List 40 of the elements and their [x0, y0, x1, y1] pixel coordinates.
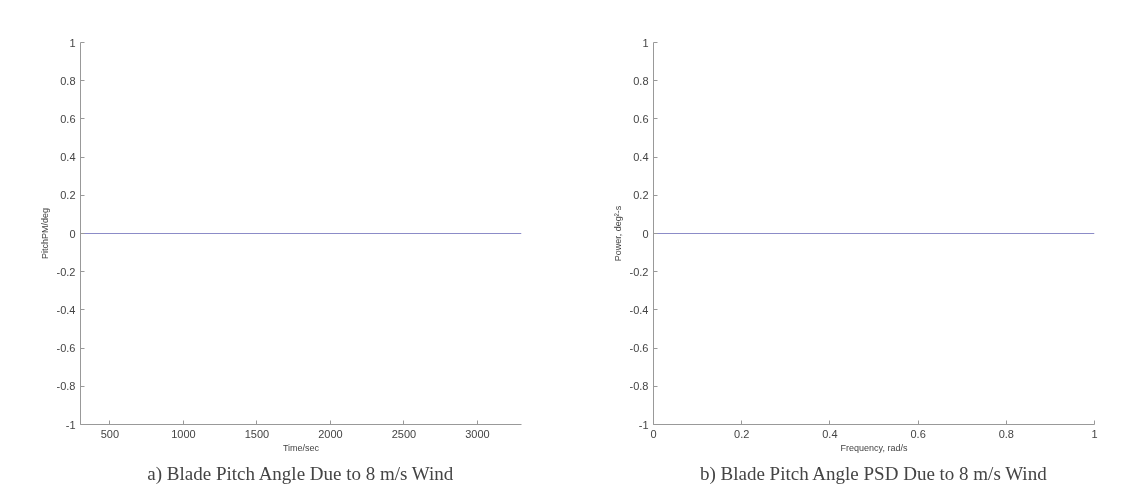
x-tick-label: 1 [1091, 427, 1098, 440]
text: b) Blade Pitch Angle PSD Due to 8 m/s Wind [699, 462, 1048, 485]
y-tick-label: -1 [65, 418, 76, 431]
x-tick-label: 500 [100, 427, 120, 440]
x-axis-title: Time/sec [282, 442, 320, 453]
x-axis-title: Frequency, rad/s [840, 442, 908, 453]
y-axis-title: PitchPM/deg [39, 207, 50, 260]
y-tick-label: -0.4 [629, 303, 649, 316]
y-tick-label: -0.2 [56, 265, 76, 278]
y-tick-label: 0.2 [633, 189, 649, 202]
y-tick-label: -0.6 [56, 342, 76, 355]
x-tick-label: 0.6 [910, 427, 926, 440]
x-tick-label: 0.8 [998, 427, 1014, 440]
y-tick-label: 0.8 [633, 74, 649, 87]
y-tick-label: 1 [642, 36, 649, 49]
x-tick-label: 0 [650, 427, 657, 440]
x-tick-label: 3000 [465, 427, 490, 440]
text: a) Blade Pitch Angle Due to 8 m/s Wind [147, 462, 454, 485]
y-tick-label: 0.2 [60, 189, 76, 202]
y-tick-label: 0.4 [633, 151, 649, 164]
y-tick-label: 0.6 [60, 112, 76, 125]
y-tick-label: 0.6 [633, 112, 649, 125]
y-tick-label: 0.4 [60, 151, 76, 164]
y-tick-label: 0 [69, 227, 76, 240]
y-tick-label: 0.8 [60, 74, 76, 87]
y-axis-title: Power, deg²-s [612, 205, 623, 262]
y-tick-label: -0.4 [56, 303, 76, 316]
y-tick-label: -1 [638, 418, 649, 431]
y-tick-label: -0.8 [56, 380, 76, 393]
y-tick-label: 1 [69, 36, 76, 49]
x-tick-label: 2500 [391, 427, 417, 440]
x-tick-label: 0.2 [734, 427, 750, 440]
y-tick-label: -0.2 [629, 265, 649, 278]
x-tick-label: 1500 [244, 427, 270, 440]
y-tick-label: -0.6 [629, 342, 649, 355]
x-tick-label: 0.4 [822, 427, 838, 440]
y-tick-label: -0.8 [629, 380, 649, 393]
x-tick-label: 2000 [318, 427, 343, 440]
y-tick-label: 0 [642, 227, 649, 240]
x-tick-label: 1000 [171, 427, 196, 440]
